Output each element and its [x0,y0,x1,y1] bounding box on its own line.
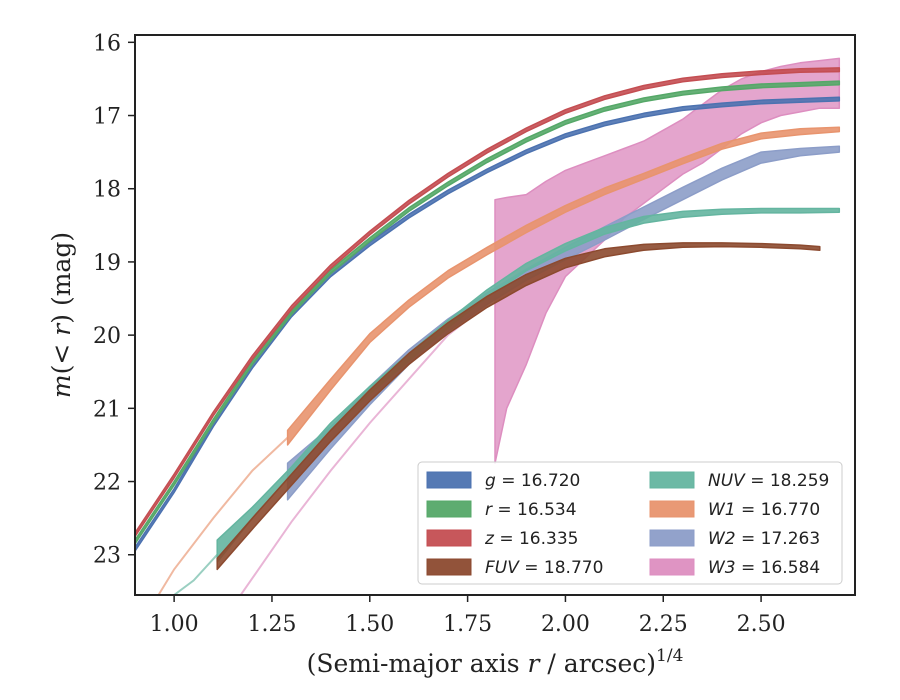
y-tick-label: 18 [93,178,121,203]
legend-swatch-fuv [426,558,472,576]
band-r [135,80,841,545]
legend-label-w2: W2 = 17.263 [708,529,820,549]
guide-curve-2 [239,297,496,595]
y-tick-label: 23 [93,544,121,569]
legend-label-w1: W1 = 16.770 [708,500,820,520]
x-tick-label: 1.00 [150,612,199,637]
legend-label-nuv: NUV = 18.259 [708,471,829,491]
y-tick-label: 16 [93,31,121,56]
x-tick-label: 1.25 [247,612,296,637]
band-z [135,67,841,538]
y-axis: 16 17 18 19 20 21 22 23 [93,31,135,569]
band-g [135,96,841,552]
y-tick-label: 19 [93,251,121,276]
guide-curve-1 [173,554,218,595]
x-axis-label: (Semi-major axis r / arcsec)1/4 [307,646,684,678]
legend-label-z: z = 16.335 [484,529,578,549]
plot-area [135,57,841,595]
legend-swatch-r [426,500,472,518]
x-tick-label: 2.50 [737,612,786,637]
x-tick-label: 2.00 [541,612,590,637]
legend-swatch-nuv [649,471,695,489]
legend-swatch-w3 [649,558,695,576]
band-w1 [286,126,841,446]
legend-label-fuv: FUV = 18.770 [485,558,603,578]
y-tick-label: 22 [93,471,121,496]
legend-swatch-z [426,529,472,547]
legend-swatch-w2 [649,529,695,547]
y-tick-label: 20 [93,324,121,349]
y-tick-label: 17 [93,105,121,130]
legend-label-r: r = 16.534 [485,500,577,520]
x-tick-label: 2.25 [639,612,688,637]
x-tick-label: 1.50 [345,612,394,637]
guide-curve-0 [157,436,289,595]
legend-box [417,461,843,585]
legend-label-g: g = 16.720 [485,471,580,491]
band-fuv [216,242,821,571]
y-tick-label: 21 [93,397,121,422]
plot-frame [134,34,856,596]
legend-swatch-w1 [649,500,695,518]
x-axis: 1.00 1.25 1.50 1.75 2.00 2.25 2.50 [150,595,786,637]
legend-swatch-g [426,471,472,489]
y-axis-label: m(< r) (mag) [47,232,76,398]
x-tick-label: 1.75 [443,612,492,637]
legend: g = 16.720 r = 16.534 z = 16.335 FUV = 18.7… [417,461,843,585]
legend-label-w3: W3 = 16.584 [708,558,820,578]
